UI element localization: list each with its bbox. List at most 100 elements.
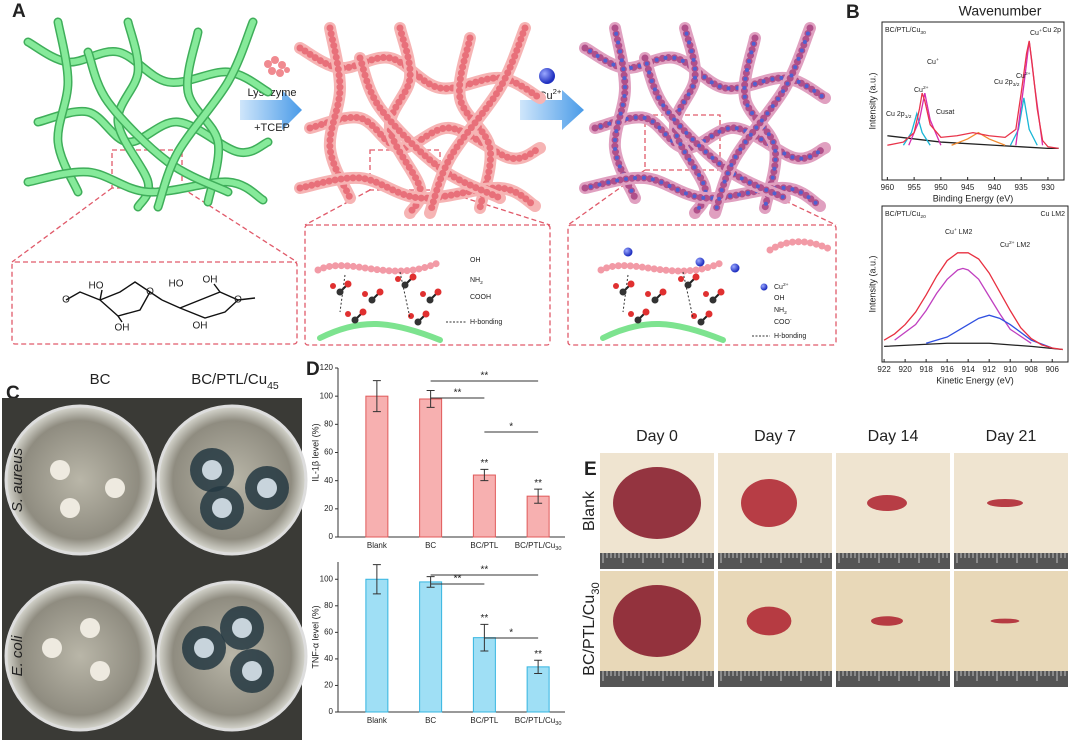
significance-label: ** (480, 371, 488, 382)
column-label: Day 21 (986, 428, 1037, 445)
row-label: S. aureus (9, 447, 26, 512)
wound (867, 495, 907, 511)
legend-label: OH (470, 257, 481, 264)
x-tick-label: 912 (983, 365, 997, 374)
reagent-label: +TCEP (254, 122, 290, 134)
atom (619, 288, 627, 296)
series-line (951, 131, 1006, 146)
legend-label: H-bonding (470, 319, 502, 326)
text-part: + (954, 228, 957, 233)
atom (691, 313, 697, 319)
row-label: Blank (581, 490, 598, 531)
x-tick-label: BC/PTL (470, 541, 499, 550)
chart-subtitle: Cu 2p (1042, 27, 1061, 34)
wound (741, 479, 797, 527)
atom (634, 316, 642, 324)
atom-label: HO (89, 281, 104, 292)
significance-label: ** (480, 458, 488, 469)
ruler (600, 671, 714, 687)
text-part: Cu (945, 229, 954, 236)
atom (642, 308, 650, 316)
x-tick-label: 950 (934, 183, 948, 192)
y-tick-label: 120 (320, 363, 334, 372)
text-part: 2 (480, 280, 483, 286)
chart-title: BC/PTL/Cu30 (885, 27, 926, 36)
y-tick-label: 60 (324, 627, 333, 636)
text-part: 2 (784, 310, 787, 316)
x-tick-label: 910 (1004, 365, 1018, 374)
test-disc (257, 478, 277, 498)
x-tick-label: BC/PTL/Cu30 (515, 541, 562, 552)
x-tick-label: 955 (907, 183, 921, 192)
test-disc (194, 638, 214, 658)
atom-label: OH (203, 275, 218, 286)
atom-label: HO (169, 279, 184, 290)
text-part: Cu (1000, 242, 1009, 249)
annotation: Cu 2p1/2 (886, 111, 912, 120)
x-tick-label: Blank (367, 541, 388, 550)
test-disc (60, 498, 80, 518)
x-tick-label: 940 (988, 183, 1002, 192)
protein-coated-fiber (426, 24, 529, 217)
ruler (954, 671, 1068, 687)
atom (420, 291, 426, 297)
x-axis-label: Binding Energy (eV) (933, 193, 1014, 203)
text-part: Cu (774, 284, 783, 291)
significance-label: ** (480, 565, 488, 576)
atom (401, 281, 409, 289)
x-axis-label: Kinetic Energy (eV) (936, 375, 1014, 385)
ruler (718, 671, 832, 687)
atom (345, 311, 351, 317)
text-part: 2+ (1025, 71, 1031, 77)
x-tick-label: 930 (1041, 183, 1055, 192)
atom (422, 310, 430, 318)
bar (472, 474, 496, 538)
text-part: 2+ (553, 87, 562, 96)
atom (678, 276, 684, 282)
series-line (884, 342, 1063, 351)
text-part: LM2 (1015, 242, 1031, 249)
legend-label: NH2 (774, 307, 787, 316)
text-part: BC/PTL/Cu (581, 595, 598, 676)
x-tick-label: Blank (367, 716, 388, 725)
text-part: 20 (920, 214, 926, 220)
text-part: 30 (555, 546, 561, 552)
x-tick-label: 908 (1025, 365, 1039, 374)
text-part: 2+ (783, 282, 789, 288)
significance-label: ** (480, 613, 488, 624)
series-line (887, 135, 1059, 150)
atom (651, 296, 659, 304)
panel-label: E (584, 459, 597, 480)
ruler (836, 553, 950, 569)
y-axis-label: TNF-α level (%) (310, 605, 320, 668)
copper-loaded-fiber (593, 115, 827, 161)
error-bar (372, 380, 381, 413)
text-part: BC/PTL/Cu (885, 211, 921, 218)
agar-plate (4, 404, 156, 556)
atom (351, 316, 359, 324)
text-part: 30 (920, 30, 926, 36)
agar-plate (156, 580, 308, 732)
copper-ion (623, 247, 633, 257)
test-disc (42, 638, 62, 658)
atom (409, 273, 417, 281)
protein-chain (597, 258, 727, 275)
test-disc (232, 618, 252, 638)
panel-label: A (12, 1, 26, 22)
x-tick-label: BC/PTL (470, 716, 499, 725)
ruler (718, 553, 832, 569)
x-tick-label: 916 (940, 365, 954, 374)
lysozyme-icon (264, 56, 290, 77)
atom (692, 273, 700, 281)
panel-label: B (846, 2, 860, 23)
atom (659, 288, 667, 296)
atom (705, 310, 713, 318)
atom (703, 291, 709, 297)
significance-label: ** (454, 388, 462, 399)
atom (330, 283, 336, 289)
text-part: Cu (927, 59, 936, 66)
legend-label: COO- (774, 318, 792, 326)
atom (395, 276, 401, 282)
